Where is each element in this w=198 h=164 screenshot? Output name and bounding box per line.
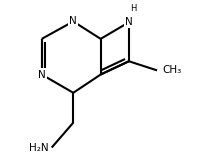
Text: H: H bbox=[130, 4, 137, 13]
Text: N: N bbox=[38, 70, 46, 80]
Text: N: N bbox=[125, 17, 133, 27]
Text: CH₃: CH₃ bbox=[162, 65, 181, 75]
Text: N: N bbox=[69, 16, 77, 26]
Text: H₂N: H₂N bbox=[29, 143, 48, 153]
